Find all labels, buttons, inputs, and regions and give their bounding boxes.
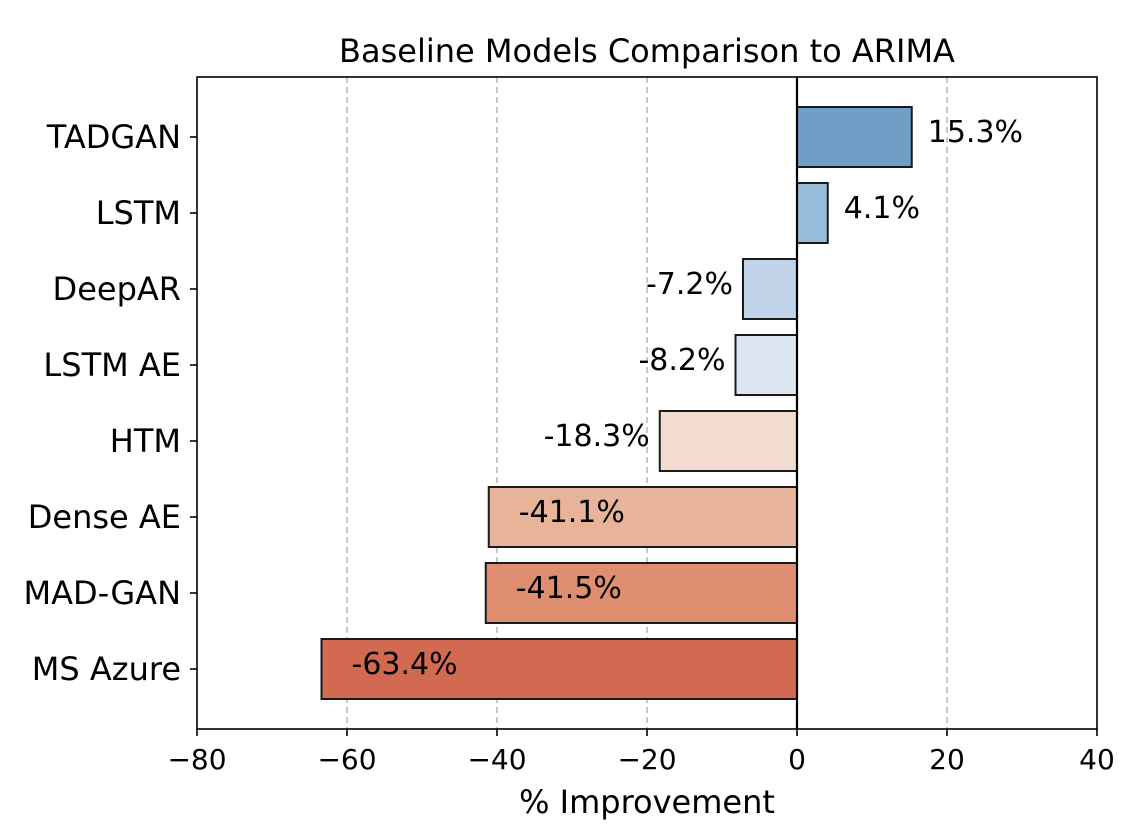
x-tick-label: 20 bbox=[929, 743, 965, 776]
data-label: -8.2% bbox=[638, 343, 725, 378]
bar-deepar bbox=[742, 258, 798, 320]
bar-lstm bbox=[796, 182, 829, 244]
bar-htm bbox=[658, 410, 798, 472]
data-label: -7.2% bbox=[646, 267, 733, 302]
bar-ms-azure bbox=[320, 638, 798, 700]
data-label: -41.1% bbox=[519, 495, 625, 530]
category-label: LSTM AE bbox=[43, 346, 181, 384]
data-label: -41.5% bbox=[516, 571, 622, 606]
category-label: DeepAR bbox=[53, 270, 181, 308]
category-label: TADGAN bbox=[46, 118, 181, 156]
category-labels: TADGAN LSTM DeepAR LSTM AE HTM Dense AE MAD-GA… bbox=[24, 118, 197, 688]
data-label: 15.3% bbox=[928, 115, 1023, 150]
bar-dense-ae bbox=[487, 486, 798, 548]
x-tick-label: 0 bbox=[788, 743, 806, 776]
bar-tadgan bbox=[796, 106, 913, 168]
data-label: -63.4% bbox=[352, 647, 458, 682]
grid-lines bbox=[346, 77, 948, 729]
x-tick-label: −40 bbox=[467, 743, 526, 776]
x-tick-label: −60 bbox=[317, 743, 376, 776]
chart-title: Baseline Models Comparison to ARIMA bbox=[339, 32, 955, 70]
data-label: 4.1% bbox=[844, 191, 920, 226]
bar-mad-gan bbox=[484, 562, 798, 624]
bar-lstm-ae bbox=[734, 334, 798, 396]
category-label: MS Azure bbox=[32, 650, 181, 688]
data-labels: 15.3% 4.1% -7.2% -8.2% -18.3% -41.1% -41.5% -63… bbox=[352, 115, 1024, 682]
data-label: -18.3% bbox=[544, 419, 650, 454]
x-tick-label: −20 bbox=[617, 743, 676, 776]
category-label: LSTM bbox=[96, 194, 181, 232]
category-label: HTM bbox=[110, 422, 181, 460]
x-axis-label: % Improvement bbox=[519, 783, 775, 821]
x-axis-ticks: −80 −60 −40 −20 0 20 40 bbox=[167, 729, 1115, 776]
category-label: MAD-GAN bbox=[24, 574, 181, 612]
bars bbox=[320, 106, 913, 700]
x-tick-label: 40 bbox=[1079, 743, 1115, 776]
category-label: Dense AE bbox=[28, 498, 181, 536]
x-tick-label: −80 bbox=[167, 743, 226, 776]
